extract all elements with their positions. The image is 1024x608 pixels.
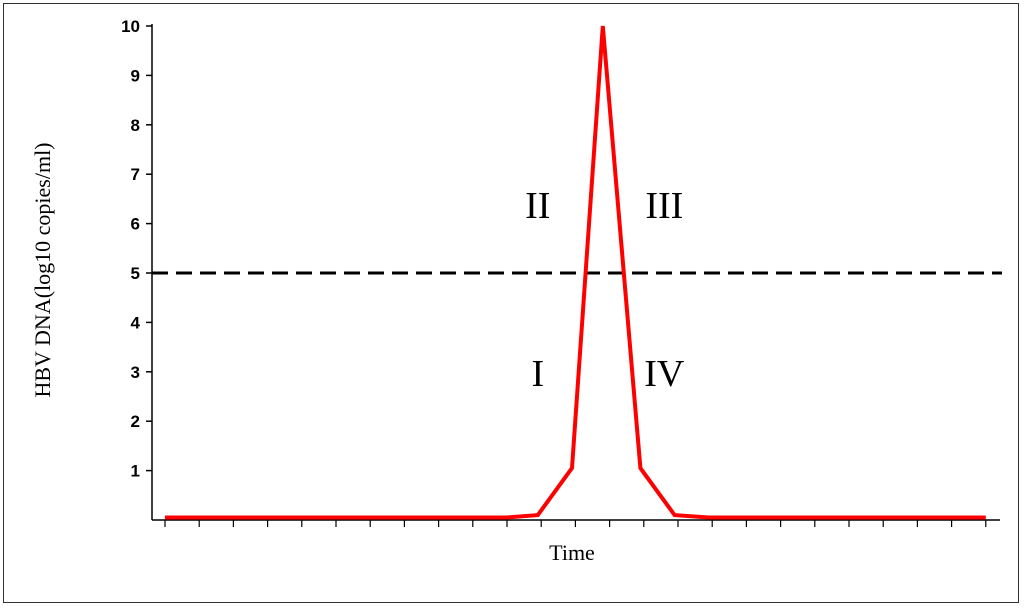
y-tick-label: 6: [131, 215, 140, 234]
y-tick-label: 2: [131, 412, 140, 431]
y-tick-label: 7: [131, 165, 140, 184]
x-ticks: [164, 520, 987, 527]
phase-label: IV: [644, 353, 685, 395]
phase-label: III: [645, 185, 683, 227]
y-ticks: 1 2 3 4 5 6 7 8 9 10: [121, 17, 152, 481]
y-axis-title: HBV DNA(log10 copies/ml): [30, 142, 55, 397]
phase-label: I: [531, 353, 544, 395]
y-tick-label: 9: [131, 66, 140, 85]
y-tick-label: 8: [131, 116, 140, 135]
y-tick-label: 3: [131, 363, 140, 382]
y-tick-label: 10: [121, 17, 140, 36]
series-line: [165, 25, 986, 520]
phase-label: II: [525, 185, 550, 227]
y-tick-label: 1: [131, 462, 140, 481]
chart-frame: [3, 3, 1019, 603]
y-tick-label: 4: [131, 313, 141, 332]
x-axis-title: Time: [549, 540, 595, 565]
y-tick-label: 5: [131, 264, 140, 283]
